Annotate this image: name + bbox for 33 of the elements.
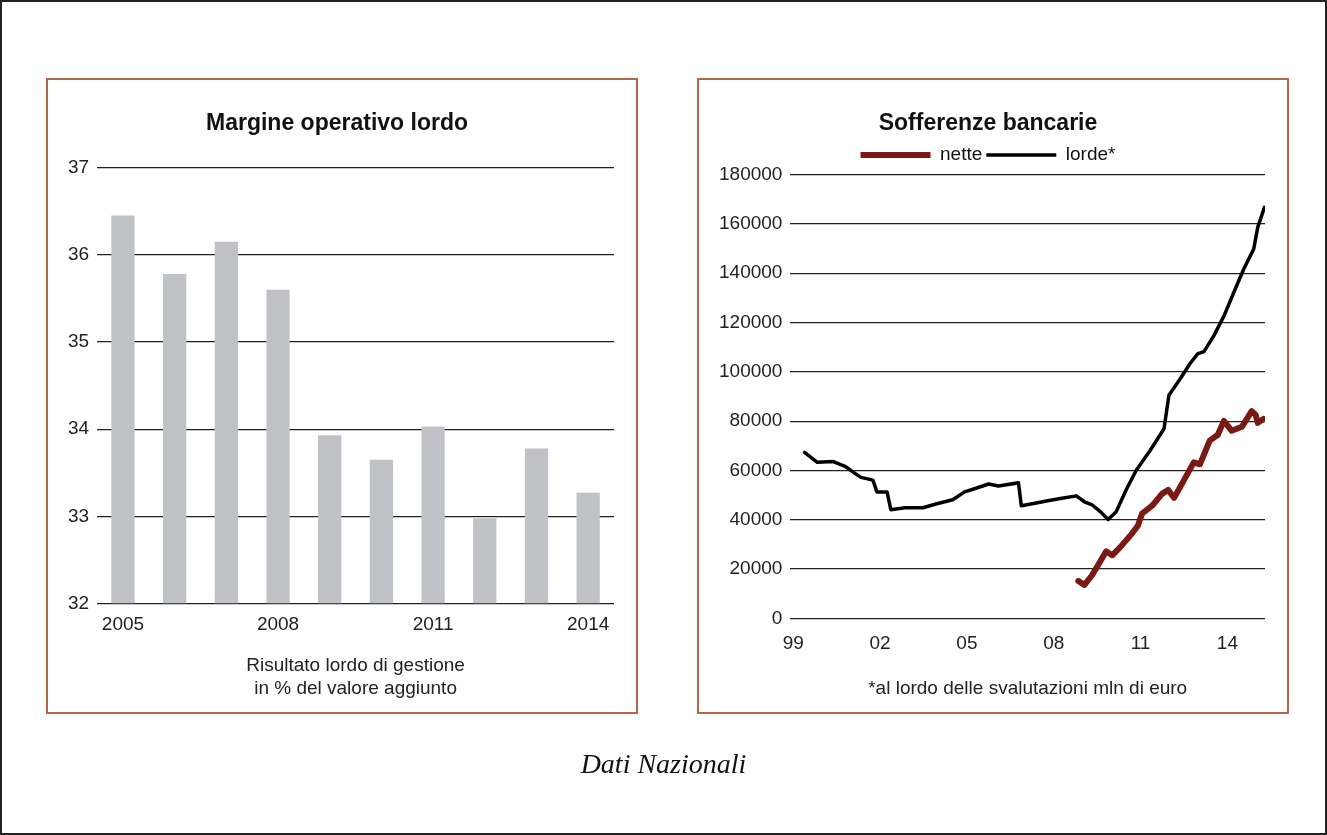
x-tick-label: 2008 [256, 613, 300, 635]
y-tick-label: 160000 [719, 212, 783, 234]
legend-label: lorde* [1065, 143, 1117, 165]
chart-title: Sofferenze bancarie [878, 109, 1098, 136]
y-tick-label: 33 [67, 504, 90, 526]
y-tick-label: 32 [67, 591, 90, 613]
x-tick-label: 14 [1216, 632, 1239, 654]
y-tick-label: 35 [67, 330, 90, 352]
x-tick-label: 99 [782, 632, 804, 654]
y-tick-label: 80000 [729, 409, 783, 431]
chart-title: Margine operativo lordo [206, 109, 468, 136]
y-tick-label: 100000 [719, 360, 783, 382]
x-tick-label: 2005 [101, 613, 145, 635]
x-axis-title: Risultato lordo di gestione in % del valore aggiunto [246, 654, 465, 698]
y-tick-label: 37 [67, 155, 90, 177]
x-axis-title: *al lordo delle svalutazioni mln di euro [868, 676, 1188, 698]
y-tick-label: 40000 [729, 508, 783, 530]
y-tick-label: 20000 [729, 557, 783, 579]
text: Dati Nazionali [579, 748, 748, 780]
x-tick-label: 02 [869, 632, 891, 654]
y-tick-label: 140000 [719, 261, 783, 283]
x-tick-label: 2014 [567, 613, 610, 635]
y-tick-label: 0 [771, 606, 783, 628]
y-tick-label: 120000 [719, 310, 783, 332]
y-tick-label: 180000 [719, 162, 783, 184]
y-tick-label: 36 [67, 243, 90, 265]
x-tick-label: 05 [956, 632, 978, 654]
x-tick-label: 08 [1043, 632, 1065, 654]
y-tick-label: 34 [67, 417, 90, 439]
x-tick-label: 11 [1130, 632, 1151, 654]
y-tick-label: 60000 [729, 458, 783, 480]
legend-label: nette [940, 143, 983, 165]
x-tick-label: 2011 [412, 613, 454, 635]
